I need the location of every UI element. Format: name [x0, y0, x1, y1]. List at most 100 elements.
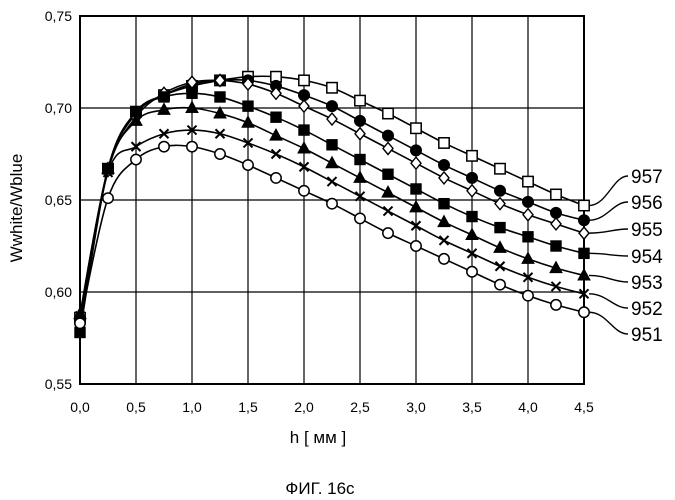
y-tick-label: 0,75 [45, 8, 72, 24]
data-point-952 [440, 236, 449, 245]
data-point-951 [187, 141, 197, 151]
data-point-953 [326, 157, 338, 168]
series-951 [75, 141, 589, 328]
figure-caption: ФИГ. 16с [285, 479, 355, 498]
data-point-956 [327, 101, 338, 112]
data-point-954 [243, 101, 253, 111]
data-point-955 [579, 227, 589, 239]
y-axis-title: Wwhite/Wblue [7, 154, 26, 263]
data-point-957 [551, 189, 561, 199]
data-point-957 [383, 108, 393, 118]
data-point-957 [439, 138, 449, 148]
data-point-951 [159, 141, 169, 151]
x-tick-label: 1,5 [238, 399, 258, 415]
data-point-953 [354, 171, 366, 182]
series-leader-953 [589, 275, 628, 282]
data-point-957 [299, 75, 309, 85]
data-point-952 [272, 150, 281, 159]
data-point-951 [299, 186, 309, 196]
series-line-953 [80, 108, 584, 314]
x-axis-title: h [ мм ] [290, 428, 346, 447]
data-point-951 [467, 267, 477, 277]
data-point-957 [355, 95, 365, 105]
data-point-954 [215, 92, 225, 102]
data-point-954 [355, 154, 365, 164]
data-point-954 [523, 232, 533, 242]
data-point-953 [410, 201, 422, 212]
data-point-955 [355, 128, 365, 140]
data-point-956 [355, 115, 366, 126]
data-point-954 [159, 92, 169, 102]
data-point-951 [75, 318, 85, 328]
data-point-954 [495, 222, 505, 232]
data-point-952 [552, 282, 561, 291]
y-tick-label: 0,65 [45, 192, 72, 208]
data-point-952 [384, 207, 393, 216]
data-point-957 [495, 164, 505, 174]
series-953 [74, 102, 590, 319]
data-point-954 [383, 169, 393, 179]
series-labels: 957956955954953952951 [589, 167, 663, 346]
series-leader-955 [589, 229, 628, 233]
data-point-957 [411, 123, 421, 133]
data-point-951 [383, 228, 393, 238]
series-label-953: 953 [631, 273, 663, 294]
data-point-951 [131, 154, 141, 164]
data-point-955 [523, 209, 533, 221]
x-tick-label: 1,0 [182, 399, 202, 415]
series-leader-954 [589, 253, 628, 256]
chart: 0,00,51,01,52,02,53,03,54,04,50,550,600,… [0, 0, 675, 500]
series-label-954: 954 [631, 247, 663, 268]
data-point-957 [327, 83, 337, 93]
data-point-956 [439, 160, 450, 171]
data-point-951 [523, 290, 533, 300]
data-point-953 [466, 228, 478, 239]
data-point-951 [243, 160, 253, 170]
data-point-957 [523, 176, 533, 186]
x-tick-label: 3,5 [462, 399, 482, 415]
series-leader-951 [589, 312, 628, 334]
series-leader-957 [589, 176, 628, 206]
data-point-955 [439, 172, 449, 184]
data-point-954 [299, 125, 309, 135]
x-tick-label: 0,5 [126, 399, 146, 415]
data-point-953 [298, 142, 310, 153]
series-label-957: 957 [631, 167, 663, 188]
data-point-952 [328, 177, 337, 186]
data-point-951 [355, 213, 365, 223]
data-point-953 [270, 129, 282, 140]
series-952 [76, 126, 589, 321]
data-point-954 [439, 198, 449, 208]
data-point-955 [299, 100, 309, 112]
data-point-951 [327, 198, 337, 208]
x-tick-label: 0,0 [70, 399, 90, 415]
data-point-956 [411, 145, 422, 156]
data-point-952 [160, 129, 169, 138]
data-point-951 [271, 173, 281, 183]
x-tick-label: 3,0 [406, 399, 426, 415]
series-label-951: 951 [631, 325, 663, 346]
series-label-955: 955 [631, 220, 663, 241]
data-point-953 [382, 186, 394, 197]
data-point-955 [411, 157, 421, 169]
series-label-952: 952 [631, 299, 663, 320]
y-tick-label: 0,55 [45, 376, 72, 392]
data-point-951 [551, 300, 561, 310]
data-point-956 [551, 207, 562, 218]
data-point-955 [327, 113, 337, 125]
x-tick-label: 2,5 [350, 399, 370, 415]
data-point-951 [411, 241, 421, 251]
data-point-951 [103, 193, 113, 203]
data-point-955 [467, 185, 477, 197]
data-point-956 [495, 185, 506, 196]
y-tick-label: 0,70 [45, 100, 72, 116]
x-tick-label: 4,0 [518, 399, 538, 415]
data-point-955 [383, 142, 393, 154]
data-point-953 [438, 216, 450, 227]
data-point-954 [327, 140, 337, 150]
data-point-951 [495, 279, 505, 289]
data-point-955 [551, 218, 561, 230]
data-point-954 [187, 88, 197, 98]
axes: 0,00,51,01,52,02,53,03,54,04,50,550,600,… [45, 8, 594, 415]
data-point-954 [271, 112, 281, 122]
